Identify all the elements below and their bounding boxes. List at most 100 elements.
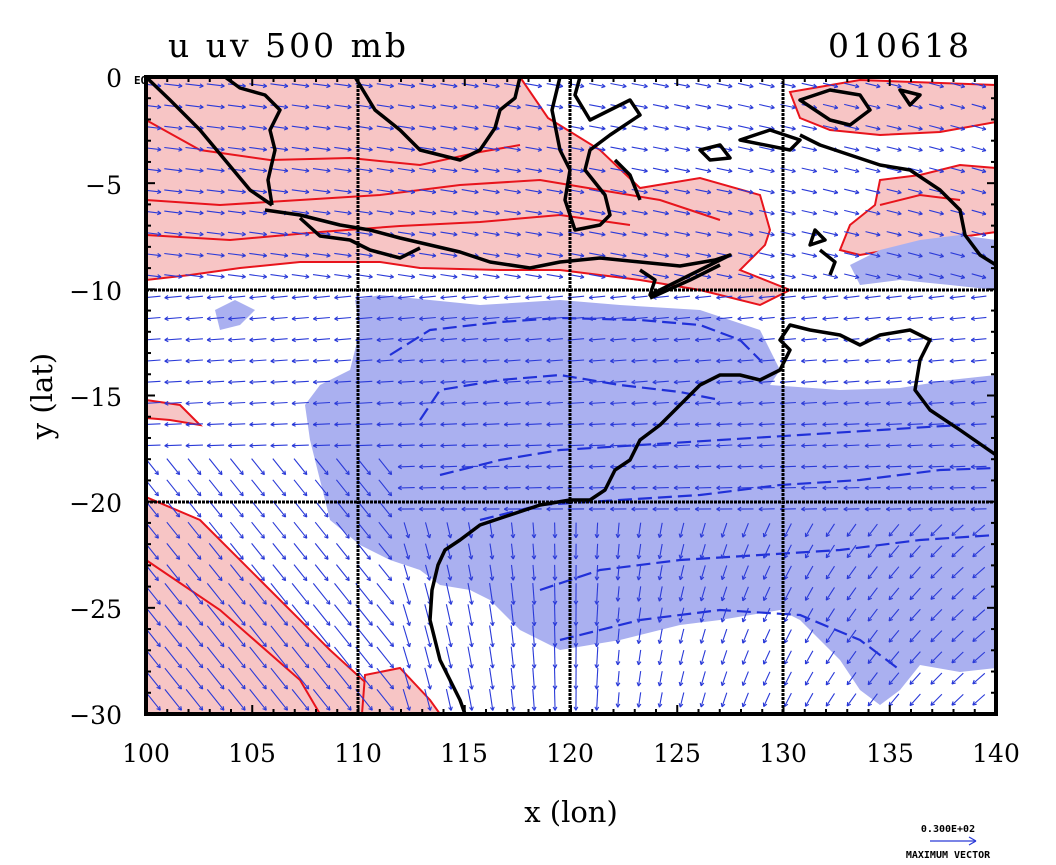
- wind-vector-head: [716, 443, 721, 447]
- wind-vector-head: [700, 576, 705, 581]
- wind-vector-head: [673, 295, 678, 299]
- wind-vector-head: [907, 297, 912, 300]
- wind-vector-head: [886, 400, 890, 404]
- wind-vector: [721, 650, 728, 665]
- wind-vector-head: [644, 104, 648, 109]
- wind-vector-head: [737, 487, 742, 491]
- wind-vector-head: [326, 534, 329, 539]
- wind-vector-head: [949, 339, 954, 343]
- wind-vector-head: [742, 703, 747, 708]
- wind-vector-head: [826, 597, 831, 601]
- wind-vector: [867, 672, 878, 686]
- wind-vector: [652, 338, 669, 341]
- wind-vector: [737, 316, 754, 320]
- wind-vector-head: [328, 663, 331, 668]
- wind-vector-head: [305, 106, 310, 110]
- wind-vector-head: [673, 318, 678, 322]
- wind-vector-head: [580, 170, 585, 174]
- wind-vector-head: [419, 466, 424, 470]
- wind-vector: [971, 423, 987, 426]
- wind-vector: [674, 146, 690, 151]
- wind-vector-head: [355, 443, 360, 447]
- wind-vector: [334, 316, 352, 320]
- wind-vector-head: [178, 555, 181, 560]
- wind-vector: [589, 125, 606, 130]
- wind-vector-head: [615, 533, 619, 538]
- wind-vector-head: [312, 358, 317, 362]
- wind-vector-head: [695, 297, 700, 300]
- wind-vector-head: [588, 295, 593, 299]
- wind-vector-head: [537, 107, 542, 110]
- wind-vector-head: [885, 464, 890, 468]
- wind-vector-head: [594, 600, 598, 605]
- wind-vector: [291, 625, 310, 647]
- wind-vector-head: [164, 339, 169, 343]
- wind-vector-head: [538, 189, 543, 193]
- wind-vector-head: [686, 83, 691, 88]
- wind-vector-head: [885, 295, 890, 299]
- wind-vector-head: [720, 702, 723, 707]
- wind-vector-head: [685, 149, 690, 152]
- wind-vector-head: [694, 403, 700, 406]
- wind-vector-head: [834, 104, 839, 109]
- wind-vector: [440, 231, 458, 236]
- wind-vector: [504, 125, 521, 130]
- wind-vector-head: [763, 703, 768, 708]
- wind-vector-head: [178, 513, 181, 518]
- wind-vector-head: [678, 554, 681, 559]
- wind-vector-head: [305, 210, 310, 214]
- wind-vector-head: [876, 213, 881, 216]
- wind-vector-head: [951, 618, 956, 621]
- wind-vector: [737, 167, 754, 173]
- wind-vector-head: [970, 318, 976, 322]
- wind-vector: [510, 667, 515, 690]
- wind-vector: [251, 564, 265, 581]
- wind-vector-head: [822, 485, 827, 489]
- wind-vector: [658, 586, 663, 602]
- wind-vector: [424, 646, 431, 669]
- wind-vector: [251, 479, 265, 497]
- wind-vector-head: [453, 104, 458, 108]
- wind-vector: [610, 401, 627, 405]
- wind-vector: [737, 359, 754, 362]
- wind-vector: [228, 338, 246, 341]
- wind-vector-head: [897, 128, 902, 131]
- wind-vector-head: [419, 506, 424, 510]
- wind-vector-head: [537, 234, 542, 237]
- wind-vector: [249, 252, 267, 257]
- wind-vector-head: [199, 491, 202, 496]
- wind-vector: [886, 316, 902, 320]
- wind-vector-head: [928, 422, 933, 426]
- wind-vector-head: [960, 149, 965, 153]
- wind-vector: [357, 543, 371, 560]
- wind-vector-head: [907, 360, 912, 364]
- wind-vector: [865, 125, 881, 130]
- wind-vector-head: [885, 424, 891, 427]
- wind-vector-head: [580, 255, 585, 258]
- wind-vector-head: [728, 147, 733, 151]
- wind-vector-head: [220, 210, 225, 214]
- wind-vector-head: [263, 146, 268, 151]
- wind-vector-head: [580, 83, 585, 87]
- wind-vector-head: [643, 234, 648, 237]
- wind-vector-head: [737, 360, 742, 364]
- wind-vector-head: [503, 337, 508, 341]
- wind-vector-head: [389, 212, 394, 216]
- wind-vector: [695, 359, 712, 362]
- wind-vector-head: [448, 685, 452, 690]
- wind-vector-head: [972, 703, 977, 706]
- wind-vector-head: [876, 210, 881, 215]
- wind-vector: [801, 295, 818, 299]
- wind-vector-head: [491, 555, 495, 560]
- wind-vector-head: [596, 685, 600, 690]
- wind-vector-head: [919, 168, 923, 173]
- wind-vector-head: [784, 576, 789, 580]
- wind-vector-head: [749, 210, 754, 215]
- wind-vector-head: [763, 597, 768, 602]
- wind-vector: [489, 646, 494, 669]
- wind-vector: [865, 188, 881, 194]
- wind-vector-head: [721, 576, 726, 581]
- wind-vector-head: [580, 128, 585, 131]
- wind-vector-head: [909, 637, 912, 643]
- wind-vector-head: [558, 128, 564, 131]
